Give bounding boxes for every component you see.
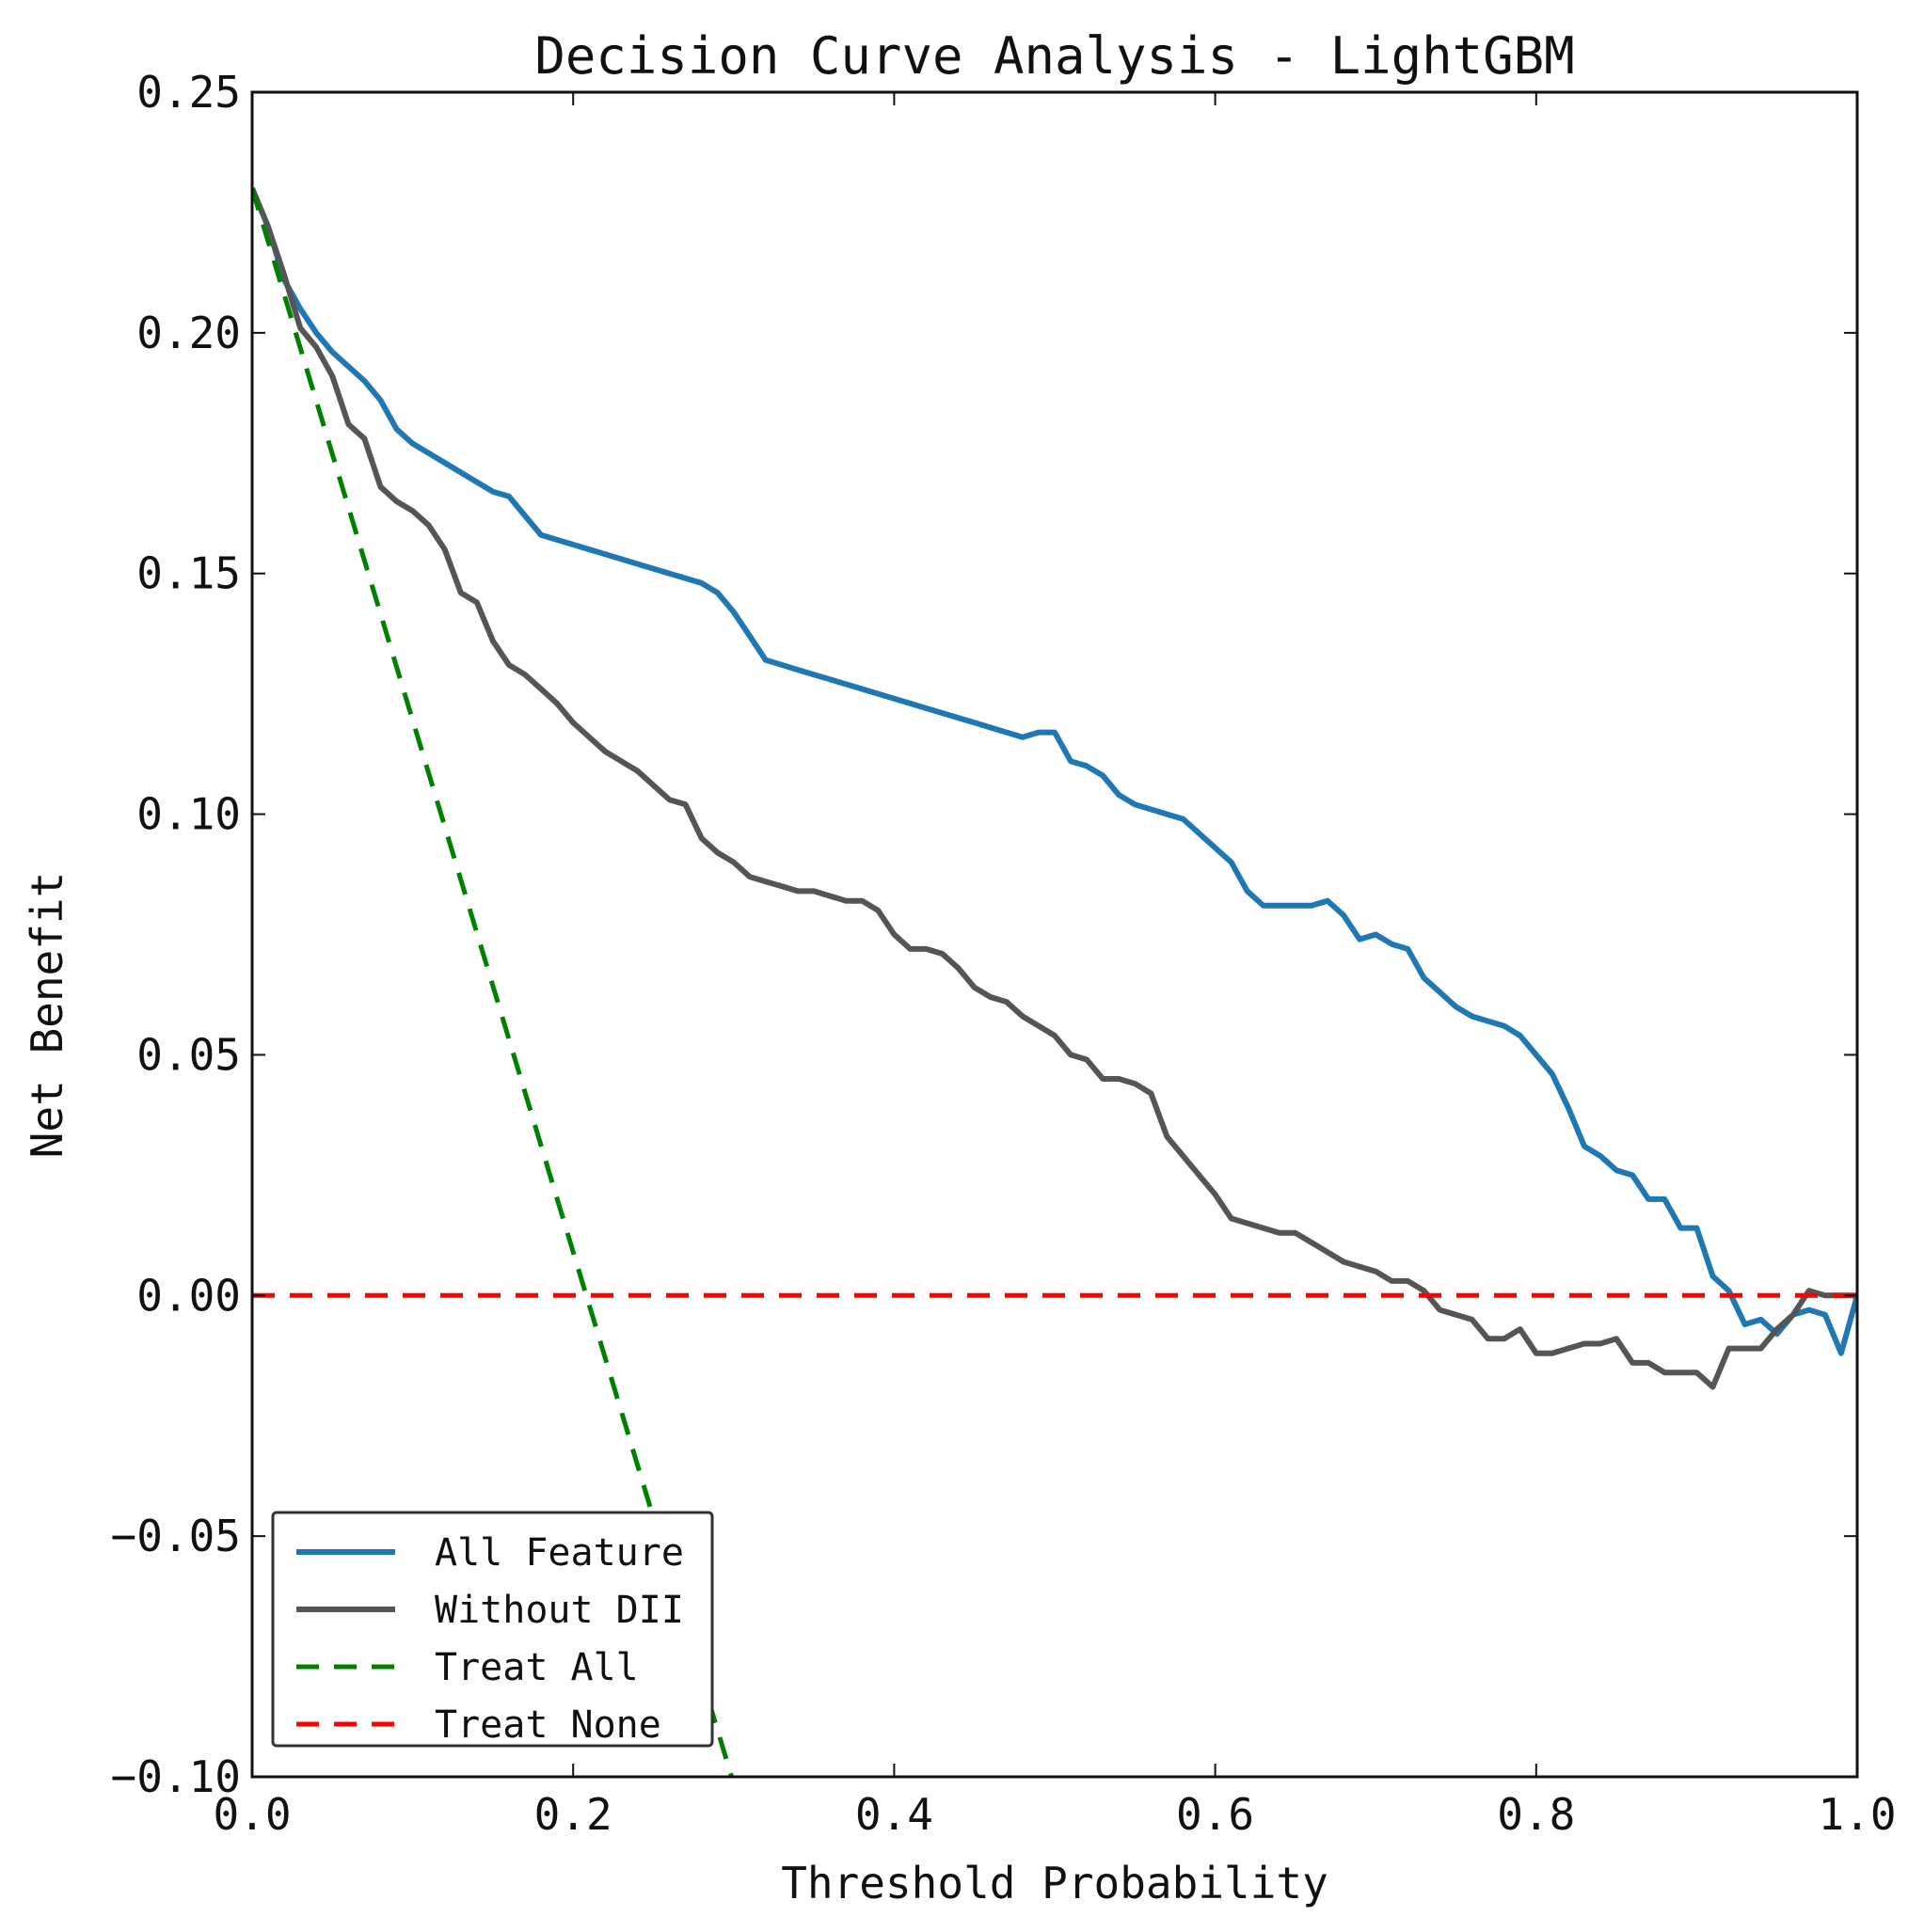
y-tick-label: 0.20 <box>136 308 241 358</box>
series-line-all-feature <box>252 187 1857 1356</box>
x-tick-label: 0.6 <box>1176 1789 1254 1840</box>
plot-area <box>252 187 1857 1777</box>
y-axis: −0.10 −0.05 0.00 0.05 0.10 0.15 0.20 0.25 <box>111 67 1857 1802</box>
legend-label: Treat None <box>435 1703 661 1747</box>
y-tick-label: 0.05 <box>136 1029 241 1080</box>
y-tick-label: −0.05 <box>111 1511 241 1561</box>
y-tick-label: 0.10 <box>136 789 241 840</box>
legend-label: All Feature <box>435 1531 684 1575</box>
y-axis-label: Net Benefit <box>22 872 72 1159</box>
y-tick-label: 0.15 <box>136 548 241 599</box>
x-tick-label: 0.0 <box>213 1789 291 1840</box>
y-tick-label: −0.10 <box>111 1751 241 1802</box>
chart-title: Decision Curve Analysis - LightGBM <box>534 26 1574 86</box>
legend: All Feature Without DII Treat All Treat Non… <box>271 1511 714 1748</box>
legend-label: Treat All <box>435 1646 639 1689</box>
x-tick-label: 0.2 <box>534 1789 612 1840</box>
series-line-treat-all <box>252 187 735 1777</box>
legend-label: Without DII <box>435 1589 684 1632</box>
x-tick-label: 0.4 <box>855 1789 933 1840</box>
y-tick-label: 0.25 <box>136 67 241 118</box>
x-tick-label: 1.0 <box>1818 1789 1896 1840</box>
y-tick-label: 0.00 <box>136 1270 241 1321</box>
series-line-without-dii <box>252 187 1857 1390</box>
legend-box <box>271 1511 714 1748</box>
x-axis-label: Threshold Probability <box>781 1858 1328 1908</box>
plot-frame <box>250 90 1859 1779</box>
x-axis: 0.0 0.2 0.4 0.6 0.8 1.0 <box>213 92 1897 1840</box>
x-tick-label: 0.8 <box>1497 1789 1575 1840</box>
